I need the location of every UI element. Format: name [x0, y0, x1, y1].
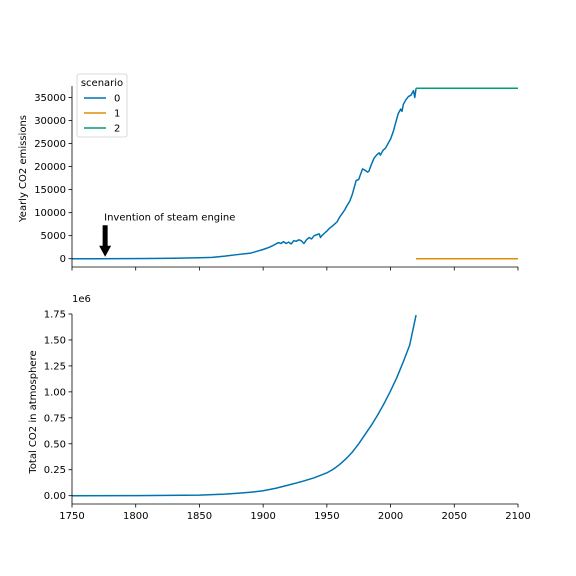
bottom-y-tick-label: 0.00: [44, 491, 66, 502]
yearly-emissions-plot: 0 5000 10000 15000 20000 25000 30000 35000 Year…: [18, 73, 519, 271]
bottom-y-tick-label: 0.25: [44, 465, 66, 476]
top-y-ticks: 0 5000 10000 15000 20000 25000 30000 35000: [34, 93, 72, 265]
top-y-tick-label: 0: [60, 254, 66, 265]
bottom-y-tick-label: 1.25: [44, 361, 66, 372]
annotation-arrow: [99, 225, 112, 257]
legend: scenario 0 1 2: [76, 73, 128, 138]
legend-label-0: 0: [114, 94, 120, 105]
bottom-x-tick-label: 2050: [442, 511, 467, 522]
top-y-tick-label: 35000: [34, 93, 66, 104]
bottom-x-tick-label: 2000: [378, 511, 403, 522]
top-y-axis-label: Yearly CO2 emissions: [18, 115, 29, 223]
bottom-x-tick-label: 1850: [187, 511, 212, 522]
top-y-tick-label: 5000: [41, 231, 66, 242]
bottom-x-tick-label: 1800: [123, 511, 148, 522]
bottom-y-tick-label: 1.75: [44, 310, 66, 321]
bottom-y-tick-label: 0.50: [44, 439, 66, 450]
bottom-x-tick-label: 1900: [250, 511, 275, 522]
bottom-y-ticks: 0.00 0.25 0.50 0.75 1.00 1.25 1.50 1.75: [44, 310, 72, 502]
bottom-y-tick-label: 0.75: [44, 413, 66, 424]
bottom-series-lines: [71, 314, 417, 497]
top-y-tick-label: 15000: [34, 185, 66, 196]
series-line-0: [72, 88, 417, 260]
bottom-y-axis-label: Total CO2 in atmosphere: [28, 350, 39, 474]
annotation-text: Invention of steam engine: [104, 212, 235, 223]
bottom-y-tick-label: 1.00: [44, 387, 66, 398]
legend-label-1: 1: [114, 109, 120, 120]
steam-engine-annotation: Invention of steam engine: [99, 212, 235, 257]
total-co2-line: [71, 314, 417, 497]
bottom-y-scale-label: 1e6: [72, 294, 91, 305]
bottom-y-tick-label: 1.50: [44, 335, 66, 346]
legend-frame: [76, 73, 128, 138]
top-x-ticks: [71, 267, 519, 271]
bottom-x-ticks: 1750 1800 1850 1900 1950 2000 2050 2100: [59, 504, 531, 522]
bottom-x-tick-label: 2100: [505, 511, 530, 522]
total-co2-plot: 0.00 0.25 0.50 0.75 1.00 1.25 1.50 1.75 1750 180…: [28, 294, 531, 522]
legend-title: scenario: [81, 78, 123, 89]
top-y-tick-label: 20000: [34, 162, 66, 173]
legend-label-2: 2: [114, 124, 120, 135]
bottom-x-tick-label: 1750: [59, 511, 84, 522]
top-series-lines: [72, 87, 518, 260]
top-y-tick-label: 25000: [34, 139, 66, 150]
bottom-x-tick-label: 1950: [314, 511, 339, 522]
top-y-tick-label: 10000: [34, 208, 66, 219]
top-y-tick-label: 30000: [34, 116, 66, 127]
